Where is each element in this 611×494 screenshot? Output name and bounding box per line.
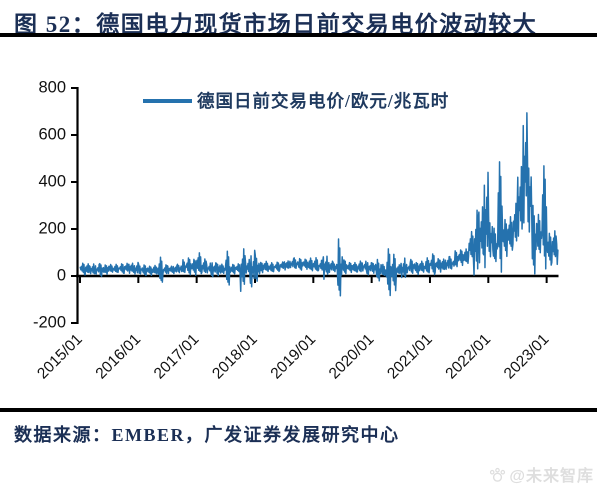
watermark: @未来智库: [489, 462, 594, 486]
chart-legend: 德国日前交易电价/欧元/兆瓦时: [143, 88, 449, 113]
x-tick-label: 2015/01: [34, 331, 86, 383]
y-tick-label: 200: [38, 219, 66, 237]
y-tick-label: 400: [38, 172, 66, 190]
figure-title: 图 52：德国电力现货市场日前交易电价波动较大: [14, 12, 538, 37]
price-series-group: [79, 112, 559, 297]
x-tick-label: 2021/01: [384, 331, 436, 383]
x-tick-label: 2022/01: [442, 331, 494, 383]
data-source-text: 数据来源：EMBER，广发证券发展研究中心: [14, 425, 400, 445]
x-tick-label: 2016/01: [93, 331, 145, 383]
x-tick-label: 2023/01: [501, 331, 553, 383]
y-tick-label: 600: [38, 125, 66, 143]
y-tick-label: -200: [33, 313, 66, 331]
y-tick-label: 800: [38, 78, 66, 96]
legend-label: 德国日前交易电价/欧元/兆瓦时: [197, 91, 450, 111]
x-tick-label: 2019/01: [268, 331, 320, 383]
x-tick-label: 2020/01: [326, 331, 378, 383]
y-axis-group: 800 600 400 200 0 -200: [33, 78, 79, 331]
watermark-text: @未来智库: [509, 468, 594, 485]
footer-rule: [0, 408, 597, 412]
x-tick-label: 2018/01: [209, 331, 261, 383]
paw-icon: [490, 467, 506, 482]
y-tick-label: 0: [57, 266, 66, 284]
title-rule: [0, 33, 597, 37]
x-axis-group: 2015/01 2016/01 2017/01 2018/01 2019/01 2020/…: [34, 274, 559, 383]
price-line: [79, 112, 559, 297]
x-tick-label: 2017/01: [151, 331, 203, 383]
legend-line-swatch: [143, 98, 192, 103]
